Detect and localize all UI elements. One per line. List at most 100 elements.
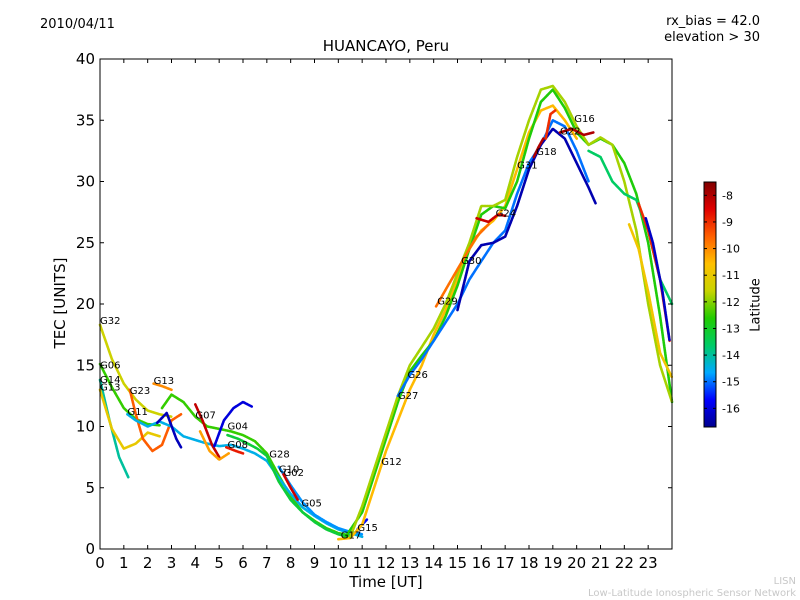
data-tracks <box>98 84 674 541</box>
track-11 <box>213 400 254 448</box>
track-30 <box>644 217 671 343</box>
satellite-label: G23 <box>130 386 150 397</box>
credit: LISN Low-Latitude Ionospheric Sensor Net… <box>588 576 796 600</box>
track-21 <box>456 127 597 312</box>
track-24 <box>532 137 545 159</box>
satellite-label: G28 <box>269 450 289 461</box>
satellite-label: G13 <box>154 376 174 387</box>
track-15 <box>282 473 300 502</box>
track-18 <box>344 88 674 539</box>
satellite-label: G12 <box>381 457 401 468</box>
x-tick-label: 23 <box>639 554 658 572</box>
track-3 <box>98 388 161 450</box>
x-axis-label: Time [UT] <box>349 573 423 591</box>
x-axis: 0 1 2 3 4 5 6 7 8 9 10 11 12 13 14 15 16 17 18 19 20 21 22 23 <box>95 59 658 572</box>
colorbar-tick-label: -16 <box>722 402 740 415</box>
y-tick-label: 20 <box>76 295 95 313</box>
y-tick-label: 40 <box>76 50 95 68</box>
y-tick-label: 15 <box>76 356 95 374</box>
track-4 <box>128 388 183 453</box>
y-tick-label: 10 <box>76 418 95 436</box>
colorbar-tick-label: -12 <box>722 296 740 309</box>
satellite-label: G06 <box>100 360 120 371</box>
colorbar <box>703 181 717 428</box>
rx-bias-text: rx_bias = 42.0 <box>666 14 760 29</box>
x-tick-label: 21 <box>591 554 610 572</box>
satellite-label: G26 <box>407 370 427 381</box>
track-7 <box>126 413 364 539</box>
x-tick-label: 17 <box>496 554 515 572</box>
satellite-label: G18 <box>536 147 556 158</box>
x-tick-label: 7 <box>262 554 272 572</box>
track-5 <box>152 382 173 392</box>
satellite-label: G31 <box>517 161 537 172</box>
x-tick-label: 6 <box>238 554 248 572</box>
satellite-label: G32 <box>100 316 120 327</box>
x-tick-label: 12 <box>376 554 395 572</box>
satellite-label: G04 <box>228 422 248 433</box>
colorbar-tick-label: -14 <box>722 349 740 362</box>
x-tick-label: 11 <box>353 554 372 572</box>
credit-line-2: Low-Latitude Ionospheric Sensor Network <box>588 588 796 599</box>
y-tick-label: 30 <box>76 173 95 191</box>
satellite-label: G13 <box>100 382 120 393</box>
x-tick-label: 16 <box>472 554 491 572</box>
plot-frame <box>99 58 673 550</box>
y-axis: 0 5 10 15 20 25 30 35 40 <box>76 50 672 558</box>
satellite-label: G15 <box>357 523 377 534</box>
y-tick-label: 5 <box>85 479 95 497</box>
track-8 <box>155 411 183 449</box>
x-tick-label: 13 <box>400 554 419 572</box>
x-tick-label: 1 <box>119 554 129 572</box>
y-tick-label: 25 <box>76 234 95 252</box>
colorbar-tick-label: -8 <box>722 189 733 202</box>
satellite-label: G10 <box>279 464 299 475</box>
x-tick-label: 10 <box>329 554 348 572</box>
x-tick-label: 15 <box>448 554 467 572</box>
x-tick-label: 3 <box>167 554 177 572</box>
satellite-label: G22 <box>560 126 580 137</box>
x-tick-label: 2 <box>143 554 153 572</box>
track-0 <box>98 323 173 418</box>
satellite-label: G29 <box>437 297 457 308</box>
satellite-label: G30 <box>461 256 481 267</box>
satellite-label: G14 <box>100 375 120 386</box>
x-tick-label: 0 <box>95 554 105 572</box>
x-tick-label: 19 <box>543 554 562 572</box>
x-tick-label: 20 <box>567 554 586 572</box>
colorbar-tick-label: -10 <box>722 243 740 256</box>
colorbar-ticks: -8 -9 -10 -11 -12 -13 -14 -15 -16 <box>704 189 740 415</box>
track-28 <box>627 223 674 379</box>
x-tick-label: 8 <box>286 554 296 572</box>
satellite-label: G07 <box>195 410 215 421</box>
y-tick-label: 35 <box>76 111 95 129</box>
track-22 <box>434 223 490 308</box>
credit-line-1: LISN <box>773 576 796 587</box>
track-12 <box>226 433 350 539</box>
date-label: 2010/04/11 <box>40 17 115 32</box>
track-19 <box>349 84 674 539</box>
track-25 <box>544 109 557 140</box>
x-tick-label: 22 <box>615 554 634 572</box>
satellite-label: G17 <box>341 531 361 542</box>
x-tick-label: 14 <box>424 554 443 572</box>
satellite-label: G11 <box>127 407 147 418</box>
track-10 <box>198 430 230 461</box>
colorbar-tick-label: -9 <box>722 216 733 229</box>
x-tick-label: 5 <box>214 554 224 572</box>
y-tick-label: 0 <box>85 540 95 558</box>
track-23 <box>475 213 507 224</box>
satellite-label: G08 <box>228 440 248 451</box>
satellite-label: G02 <box>284 468 304 479</box>
track-6 <box>160 393 352 537</box>
satellite-label: G27 <box>398 391 418 402</box>
track-26 <box>558 127 595 137</box>
chart-title: HUANCAYO, Peru <box>322 37 450 55</box>
elevation-text: elevation > 30 <box>664 30 760 45</box>
track-9 <box>194 403 221 459</box>
satellite-label: G16 <box>574 114 594 125</box>
bias-label: rx_bias = 42.0 elevation > 30 <box>664 14 760 46</box>
x-tick-label: 9 <box>310 554 320 572</box>
